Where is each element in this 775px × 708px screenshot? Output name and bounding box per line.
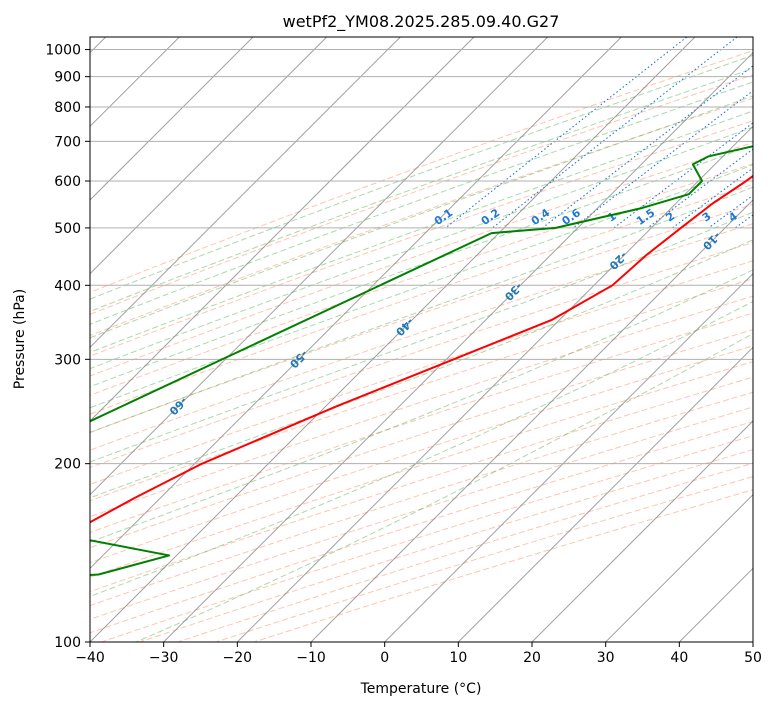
moist-adiabats bbox=[90, 54, 753, 642]
y-axis: 1000 900 800 700 600 500 400 300 200 100 bbox=[45, 43, 90, 651]
y-tick-label: 500 bbox=[54, 221, 81, 237]
x-tick-label: −20 bbox=[223, 650, 253, 666]
isotherm-line bbox=[90, 37, 401, 349]
moist-adiabat-line bbox=[90, 126, 753, 370]
x-tick-label: 0 bbox=[380, 650, 389, 666]
dry-adiabat-line bbox=[90, 391, 753, 607]
y-tick-label: 700 bbox=[54, 134, 81, 150]
x-tick-label: 20 bbox=[523, 650, 541, 666]
dry-adiabat-line bbox=[90, 295, 753, 518]
y-tick-label: 100 bbox=[54, 635, 81, 651]
chart-title: wetPf2_YM08.2025.285.09.40.G27 bbox=[283, 12, 560, 32]
y-tick-label: 300 bbox=[54, 352, 81, 368]
moist-adiabat-line bbox=[90, 300, 753, 598]
pressure-gridlines bbox=[90, 49, 753, 642]
isotherm-line bbox=[384, 272, 753, 642]
isotherm-line bbox=[90, 37, 549, 496]
y-tick-label: 400 bbox=[54, 278, 81, 294]
x-tick-label: −10 bbox=[296, 650, 326, 666]
temperature-profile bbox=[90, 174, 753, 524]
y-axis-label: Pressure (hPa) bbox=[12, 289, 28, 389]
moist-adiabat-line bbox=[90, 54, 753, 300]
x-tick-label: −40 bbox=[75, 650, 105, 666]
sounding-series bbox=[90, 145, 753, 576]
dry-adiabat-line bbox=[90, 241, 753, 469]
x-tick-label: 40 bbox=[670, 650, 688, 666]
isotherm-line bbox=[163, 51, 753, 642]
dry-adiabat-line bbox=[90, 223, 753, 451]
x-tick-label: 30 bbox=[597, 650, 615, 666]
x-axis-label: Temperature (°C) bbox=[360, 681, 482, 697]
isotherm-line bbox=[457, 346, 753, 642]
isotherm-line bbox=[90, 37, 622, 570]
dry-adiabat-line bbox=[90, 50, 753, 293]
plot-frame bbox=[89, 36, 754, 643]
y-tick-label: 800 bbox=[54, 100, 81, 116]
isotherm-line bbox=[310, 199, 753, 642]
isotherm-line bbox=[90, 37, 254, 201]
moist-adiabat-line bbox=[90, 67, 753, 313]
mixing-ratio-line bbox=[613, 122, 753, 229]
isotherm-line bbox=[605, 493, 753, 642]
dry-adiabat-line bbox=[90, 97, 753, 337]
mixing-ratio-lines bbox=[445, 37, 753, 229]
isotherm-line bbox=[90, 37, 475, 422]
x-tick-label: −30 bbox=[149, 650, 179, 666]
moist-adiabat-line bbox=[90, 186, 753, 433]
dewpoint-profile bbox=[90, 145, 753, 576]
isotherm-line bbox=[236, 125, 753, 642]
dry-adiabat-line bbox=[90, 120, 753, 357]
dry-adiabat-line bbox=[90, 142, 753, 377]
moist-adiabat-line bbox=[90, 95, 753, 339]
mixing-ratio-line bbox=[542, 65, 753, 229]
isotherm-lines bbox=[90, 37, 753, 642]
moist-adiabat-line bbox=[90, 81, 753, 325]
moist-adiabat-line bbox=[90, 211, 753, 463]
y-tick-label: 200 bbox=[54, 457, 81, 473]
moist-adiabat-line bbox=[135, 333, 753, 642]
isotherm-line bbox=[90, 37, 328, 275]
dry-adiabat-line bbox=[90, 278, 753, 502]
dry-adiabat-line bbox=[90, 345, 753, 564]
x-axis: −40 −30 −20 −10 0 10 20 30 40 50 bbox=[75, 642, 762, 666]
x-tick-label: 10 bbox=[449, 650, 467, 666]
moist-adiabat-line bbox=[90, 164, 753, 409]
dry-adiabats bbox=[90, 50, 753, 642]
isotherm-line bbox=[90, 37, 696, 642]
mixing-ratio-line bbox=[492, 37, 738, 229]
y-tick-label: 600 bbox=[54, 174, 81, 190]
y-tick-label: 1000 bbox=[45, 43, 81, 59]
moist-adiabat-line bbox=[90, 110, 753, 354]
dry-adiabat-line bbox=[90, 329, 753, 549]
isotherm-line bbox=[531, 420, 753, 642]
y-tick-label: 900 bbox=[54, 70, 81, 86]
mixing-ratio-line bbox=[445, 37, 688, 229]
x-tick-label: 50 bbox=[744, 650, 762, 666]
